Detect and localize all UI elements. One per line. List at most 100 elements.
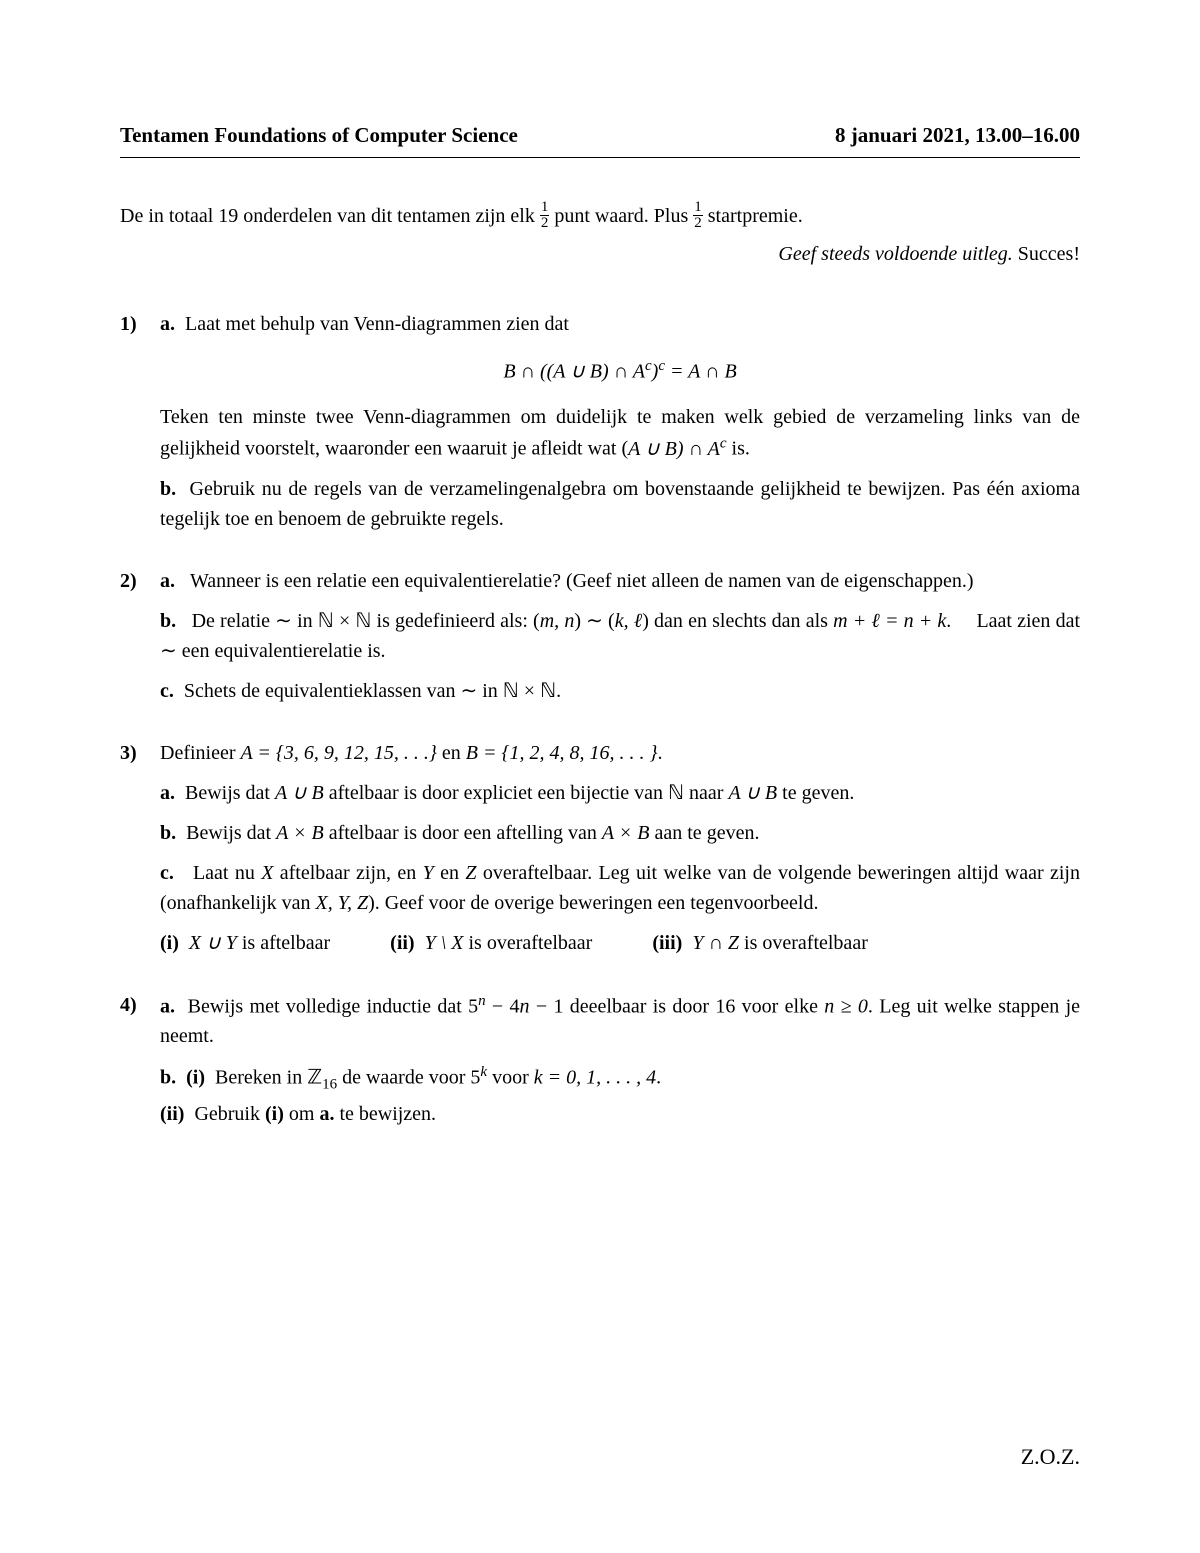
- p3c-v2: Y: [423, 862, 434, 884]
- p3b-b: aftelbaar is door een aftelling van: [324, 822, 602, 844]
- p4bii-ref2: a.: [319, 1103, 334, 1125]
- p2c-text: Schets de equivalentieklassen van ∼ in ℕ…: [184, 680, 561, 702]
- problem-2-body: a. Wanneer is een relatie een equivalent…: [160, 566, 1080, 706]
- part-label-3b: b.: [160, 822, 176, 844]
- p3a-m1: A ∪ B: [275, 782, 324, 804]
- p3b-m2: A × B: [602, 822, 650, 844]
- problem-1: 1) a. Laat met behulp van Venn-diagramme…: [120, 309, 1080, 534]
- part-label-3a: a.: [160, 782, 175, 804]
- p3-sub-i-math: X ∪ Y: [189, 932, 237, 954]
- problem-3a: a. Bewijs dat A ∪ B aftelbaar is door ex…: [160, 778, 1080, 808]
- problem-2a: a. Wanneer is een relatie een equivalent…: [160, 566, 1080, 596]
- problem-1a: a. Laat met behulp van Venn-diagrammen z…: [160, 309, 1080, 339]
- p4b-i-label: (i): [186, 1067, 205, 1089]
- p3-sub-i-text: is aftelbaar: [237, 932, 330, 954]
- intro-tail: Succes!: [1013, 243, 1080, 265]
- page-header: Tentamen Foundations of Computer Science…: [120, 120, 1080, 158]
- p3-subparts: (i) X ∪ Y is aftelbaar (ii) Y \ X is ove…: [160, 928, 1080, 958]
- p3-sub-iii-text: is overaftelbaar: [739, 932, 868, 954]
- p4a-a: Bewijs met volledige inductie dat 5: [188, 995, 478, 1017]
- p3-def-m2: B = {1, 2, 4, 8, 16, . . . }: [466, 742, 658, 764]
- p3-def-end: .: [657, 742, 662, 764]
- p3-def: Definieer A = {3, 6, 9, 12, 15, . . .} e…: [160, 738, 1080, 768]
- p3-sub-i: (i) X ∪ Y is aftelbaar: [160, 928, 330, 958]
- part-label-2b: b.: [160, 610, 176, 632]
- problem-1-number: 1): [120, 309, 160, 534]
- p2b-m2: k, ℓ: [615, 610, 643, 632]
- p1a-text2-a: Teken ten minste twee Venn-diagrammen om…: [160, 406, 1080, 460]
- p3-sub-ii-label: (ii): [390, 932, 414, 954]
- p3c-e: ). Geef voor de overige beweringen een t…: [368, 892, 818, 914]
- p3c-v1: X: [261, 862, 273, 884]
- intro-text-c: startpremie.: [703, 204, 803, 226]
- p2b-m1: m, n: [540, 610, 575, 632]
- p4a-b: − 4: [486, 995, 520, 1017]
- p3c-b: aftelbaar zijn, en: [273, 862, 422, 884]
- p3-sub-ii-text: is overaftelbaar: [464, 932, 593, 954]
- header-left: Tentamen Foundations of Computer Science: [120, 120, 518, 152]
- problem-4a: a. Bewijs met volledige inductie dat 5n …: [160, 990, 1080, 1052]
- p1a-text2: Teken ten minste twee Venn-diagrammen om…: [160, 402, 1080, 464]
- p1-formula: B ∩ ((A ∪ B) ∩ Ac)c = A ∩ B: [160, 355, 1080, 387]
- problem-3c: c. Laat nu X aftelbaar zijn, en Y en Z o…: [160, 858, 1080, 918]
- p4bii-c: te bewijzen.: [334, 1103, 436, 1125]
- fraction-half-2: 12: [693, 200, 703, 231]
- intro-line-1: De in totaal 19 onderdelen van dit tenta…: [120, 200, 1080, 231]
- problem-2: 2) a. Wanneer is een relatie een equival…: [120, 566, 1080, 706]
- part-label-4a: a.: [160, 995, 175, 1017]
- p3b-c: aan te geven.: [650, 822, 760, 844]
- p4bii-ref: (i): [265, 1103, 284, 1125]
- p3-sub-iii: (iii) Y ∩ Z is overaftelbaar: [652, 928, 868, 958]
- problem-2-number: 2): [120, 566, 160, 706]
- p3b-a: Bewijs dat: [186, 822, 276, 844]
- p2a-text: Wanneer is een relatie een equivalentier…: [190, 570, 974, 592]
- p3c-c: en: [434, 862, 466, 884]
- part-label-2a: a.: [160, 570, 175, 592]
- p3-def-m1: A = {3, 6, 9, 12, 15, . . .}: [241, 742, 437, 764]
- intro-text-a: De in totaal 19 onderdelen van dit tenta…: [120, 204, 540, 226]
- problem-4b-ii: (ii) Gebruik (i) om a. te bewijzen.: [160, 1099, 1080, 1129]
- p3b-m1: A × B: [276, 822, 324, 844]
- problem-3-body: Definieer A = {3, 6, 9, 12, 15, . . .} e…: [160, 738, 1080, 958]
- exam-page: Tentamen Foundations of Computer Science…: [0, 0, 1200, 1553]
- p4bi-sub: 16: [322, 1077, 337, 1093]
- part-label-1b: b.: [160, 478, 176, 500]
- p3c-vars: X, Y, Z: [316, 892, 369, 914]
- p4bii-a: Gebruik: [194, 1103, 265, 1125]
- p3-sub-iii-label: (iii): [652, 932, 682, 954]
- p2b-mid: ) ∼ (: [574, 610, 614, 632]
- p3-def-mid: en: [437, 742, 466, 764]
- p4bi-c: voor: [487, 1067, 534, 1089]
- p4bi-math: k = 0, 1, . . . , 4: [534, 1067, 656, 1089]
- problem-1b: b. Gebruik nu de regels van de verzameli…: [160, 474, 1080, 534]
- problem-4-number: 4): [120, 990, 160, 1129]
- problem-3b: b. Bewijs dat A × B aftelbaar is door ee…: [160, 818, 1080, 848]
- p4a-sup: n: [478, 993, 486, 1009]
- p4bi-a: Bereken in ℤ: [215, 1067, 322, 1089]
- p1a-text: Laat met behulp van Venn-diagrammen zien…: [185, 313, 569, 335]
- p1a-text2-b: is.: [727, 438, 750, 460]
- p4a-var: n: [520, 995, 530, 1017]
- p3c-v3: Z: [465, 862, 476, 884]
- p4a-c: − 1 deeelbaar is door 16 voor elke: [530, 995, 825, 1017]
- intro-line-2: Geef steeds voldoende uitleg. Succes!: [120, 239, 1080, 269]
- p1b-text: Gebruik nu de regels van de verzamelinge…: [160, 478, 1080, 530]
- p3-def-a: Definieer: [160, 742, 241, 764]
- p3-sub-i-label: (i): [160, 932, 179, 954]
- problem-4b: b. (i) Bereken in ℤ16 de waarde voor 5k …: [160, 1061, 1080, 1096]
- header-right: 8 januari 2021, 13.00–16.00: [835, 120, 1080, 152]
- p3-sub-iii-math: Y ∩ Z: [692, 932, 739, 954]
- problem-3: 3) Definieer A = {3, 6, 9, 12, 15, . . .…: [120, 738, 1080, 958]
- part-label-2c: c.: [160, 680, 174, 702]
- part-label-3c: c.: [160, 862, 174, 884]
- part-label-1a: a.: [160, 313, 175, 335]
- page-footer: Z.O.Z.: [1021, 1440, 1080, 1473]
- p3a-a: Bewijs dat: [185, 782, 275, 804]
- p3a-m2: A ∪ B: [728, 782, 777, 804]
- p3-sub-ii: (ii) Y \ X is overaftelbaar: [390, 928, 592, 958]
- p3a-c: te geven.: [777, 782, 854, 804]
- part-label-4b: b.: [160, 1067, 176, 1089]
- intro-text-b: punt waard. Plus: [549, 204, 693, 226]
- p2b-b: ) dan en slechts dan als: [642, 610, 833, 632]
- fraction-half-1: 12: [540, 200, 550, 231]
